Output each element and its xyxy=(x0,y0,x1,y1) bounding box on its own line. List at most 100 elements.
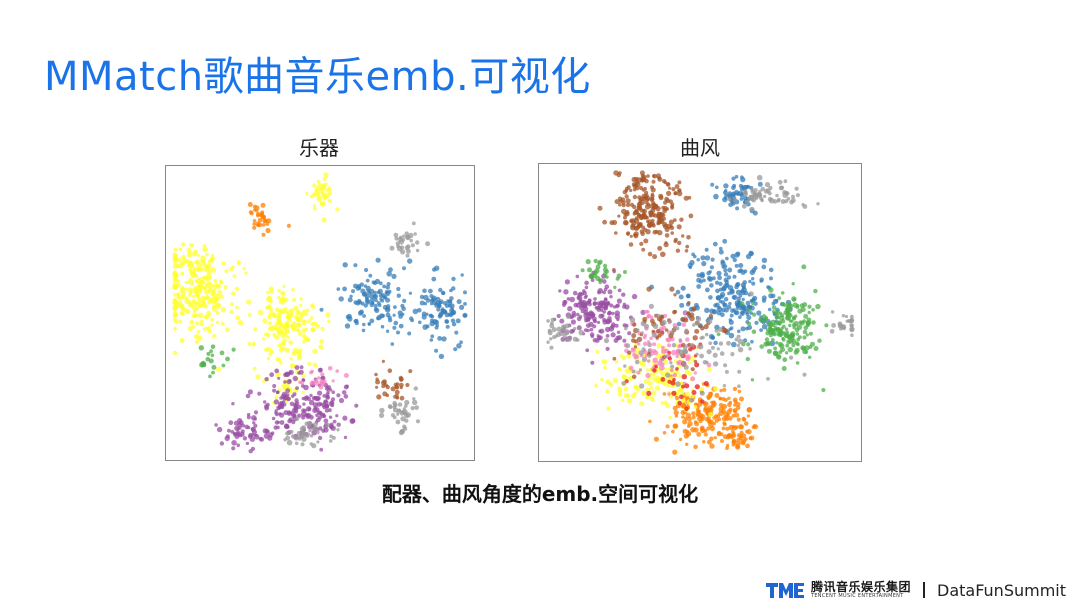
scatter-point xyxy=(722,238,728,244)
scatter-point xyxy=(754,320,759,325)
scatter-point xyxy=(684,249,689,253)
scatter-point xyxy=(693,371,697,375)
scatter-point xyxy=(713,436,717,440)
scatter-point xyxy=(797,308,803,314)
scatter-point xyxy=(647,380,653,386)
scatter-point xyxy=(285,388,291,394)
scatter-point xyxy=(354,321,359,326)
scatter-point xyxy=(309,442,313,446)
scatter-point xyxy=(611,311,615,316)
scatter-point xyxy=(212,289,216,294)
scatter-point xyxy=(652,254,658,260)
scatter-point xyxy=(663,367,668,371)
scatter-plot-instrument xyxy=(165,165,475,461)
scatter-point xyxy=(661,319,667,326)
scatter-point xyxy=(197,289,201,293)
scatter-cluster xyxy=(575,291,807,403)
scatter-point xyxy=(560,337,566,342)
scatter-point xyxy=(710,345,715,350)
scatter-point xyxy=(764,337,770,342)
scatter-point xyxy=(328,439,333,443)
scatter-point xyxy=(580,309,585,314)
scatter-point xyxy=(463,302,467,306)
scatter-point xyxy=(327,198,332,203)
scatter-point xyxy=(728,332,735,339)
scatter-point xyxy=(435,323,440,328)
scatter-point xyxy=(408,291,412,295)
scatter-point xyxy=(279,361,283,365)
scatter-point xyxy=(758,189,762,194)
scatter-point xyxy=(732,386,738,392)
scatter-point xyxy=(803,325,809,331)
scatter-point xyxy=(666,182,671,186)
scatter-point xyxy=(353,263,358,268)
scatter-point xyxy=(850,317,854,322)
scatter-point xyxy=(245,441,250,446)
scatter-point xyxy=(190,282,194,287)
scatter-point xyxy=(727,191,733,197)
scatter-point xyxy=(631,333,637,339)
scatter-point xyxy=(400,410,405,414)
scatter-point xyxy=(343,435,348,440)
scatter-point xyxy=(717,327,723,332)
scatter-point xyxy=(643,215,648,220)
scatter-point xyxy=(803,313,809,319)
scatter-point xyxy=(664,328,669,332)
scatter-point xyxy=(394,389,400,395)
scatter-point xyxy=(761,298,767,303)
scatter-point xyxy=(400,429,404,433)
scatter-point xyxy=(208,285,213,290)
scatter-point xyxy=(708,313,714,319)
scatter-point xyxy=(191,251,197,257)
scatter-point xyxy=(276,390,280,394)
scatter-point xyxy=(566,336,572,342)
scatter-point xyxy=(699,386,705,392)
scatter-point xyxy=(376,290,381,295)
scatter-point xyxy=(323,172,329,178)
scatter-point xyxy=(660,401,665,405)
scatter-point xyxy=(192,309,197,314)
scatter-point xyxy=(546,319,550,323)
scatter-point xyxy=(750,188,755,193)
scatter-point xyxy=(269,326,275,331)
scatter-point xyxy=(626,398,633,404)
scatter-point xyxy=(804,345,810,351)
scatter-point xyxy=(648,419,652,424)
scatter-point xyxy=(617,214,621,218)
scatter-point xyxy=(302,339,307,344)
scatter-point xyxy=(756,310,762,316)
scatter-point xyxy=(172,274,178,279)
scatter-point xyxy=(742,307,747,312)
scatter-point xyxy=(606,406,611,411)
scatter-point xyxy=(301,390,305,395)
scatter-point xyxy=(737,269,742,274)
scatter-point xyxy=(309,393,313,398)
scatter-point xyxy=(749,435,755,441)
scatter-point xyxy=(432,267,437,272)
scatter-point xyxy=(425,241,431,247)
scatter-point xyxy=(706,439,712,445)
scatter-point xyxy=(372,293,379,300)
scatter-point xyxy=(285,335,290,339)
scatter-point xyxy=(374,307,380,313)
scatter-point xyxy=(813,346,819,351)
scatter-point xyxy=(294,441,299,446)
scatter-point xyxy=(664,196,669,202)
scatter-point xyxy=(381,359,385,363)
scatter-point xyxy=(613,170,619,176)
scatter-point xyxy=(196,253,200,257)
scatter-point xyxy=(263,400,267,404)
slide-caption: 配器、曲风角度的emb.空间可视化 xyxy=(381,482,699,506)
scatter-point xyxy=(647,359,651,363)
scatter-point xyxy=(346,313,352,319)
scatter-point xyxy=(410,318,414,323)
scatter-point xyxy=(719,291,726,298)
scatter-point xyxy=(210,323,214,327)
scatter-point xyxy=(815,303,821,310)
scatter-point xyxy=(336,422,341,427)
scatter-point xyxy=(390,342,395,346)
scatter-cluster xyxy=(648,374,759,455)
scatter-cluster xyxy=(402,265,468,360)
scatter-point xyxy=(642,341,648,347)
scatter-point xyxy=(247,313,252,317)
